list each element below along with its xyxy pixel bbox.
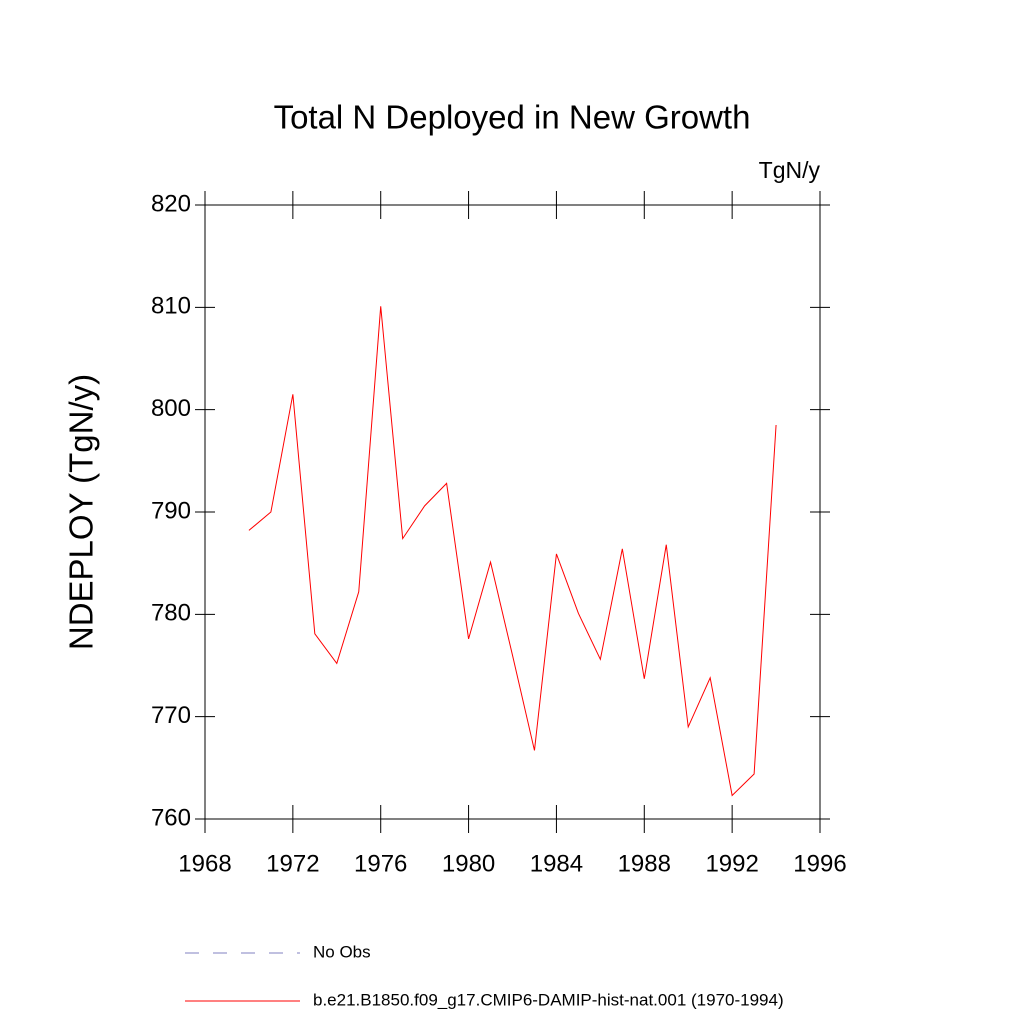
chart-title: Total N Deployed in New Growth bbox=[274, 99, 751, 136]
y-tick-label: 810 bbox=[151, 293, 191, 320]
y-tick-label: 820 bbox=[151, 190, 191, 217]
x-tick-label: 1988 bbox=[618, 850, 671, 877]
y-tick-label: 760 bbox=[151, 804, 191, 831]
x-tick-label: 1972 bbox=[266, 850, 319, 877]
y-tick-label: 800 bbox=[151, 395, 191, 422]
x-tick-label: 1992 bbox=[705, 850, 758, 877]
x-tick-label: 1984 bbox=[530, 850, 583, 877]
x-tick-label: 1976 bbox=[354, 850, 407, 877]
y-tick-label: 770 bbox=[151, 702, 191, 729]
x-tick-label: 1968 bbox=[178, 850, 231, 877]
x-tick-label: 1980 bbox=[442, 850, 495, 877]
x-tick-label: 1996 bbox=[793, 850, 846, 877]
y-tick-label: 790 bbox=[151, 497, 191, 524]
legend-label: No Obs bbox=[313, 942, 371, 961]
y-axis-label: NDEPLOY (TgN/y) bbox=[63, 374, 100, 650]
plot-frame bbox=[204, 204, 821, 820]
legend-label: b.e21.B1850.f09_g17.CMIP6-DAMIP-hist-nat… bbox=[313, 990, 784, 1009]
data-line bbox=[248, 306, 777, 797]
y-tick-label: 780 bbox=[151, 600, 191, 627]
units-label: TgN/y bbox=[759, 157, 821, 183]
